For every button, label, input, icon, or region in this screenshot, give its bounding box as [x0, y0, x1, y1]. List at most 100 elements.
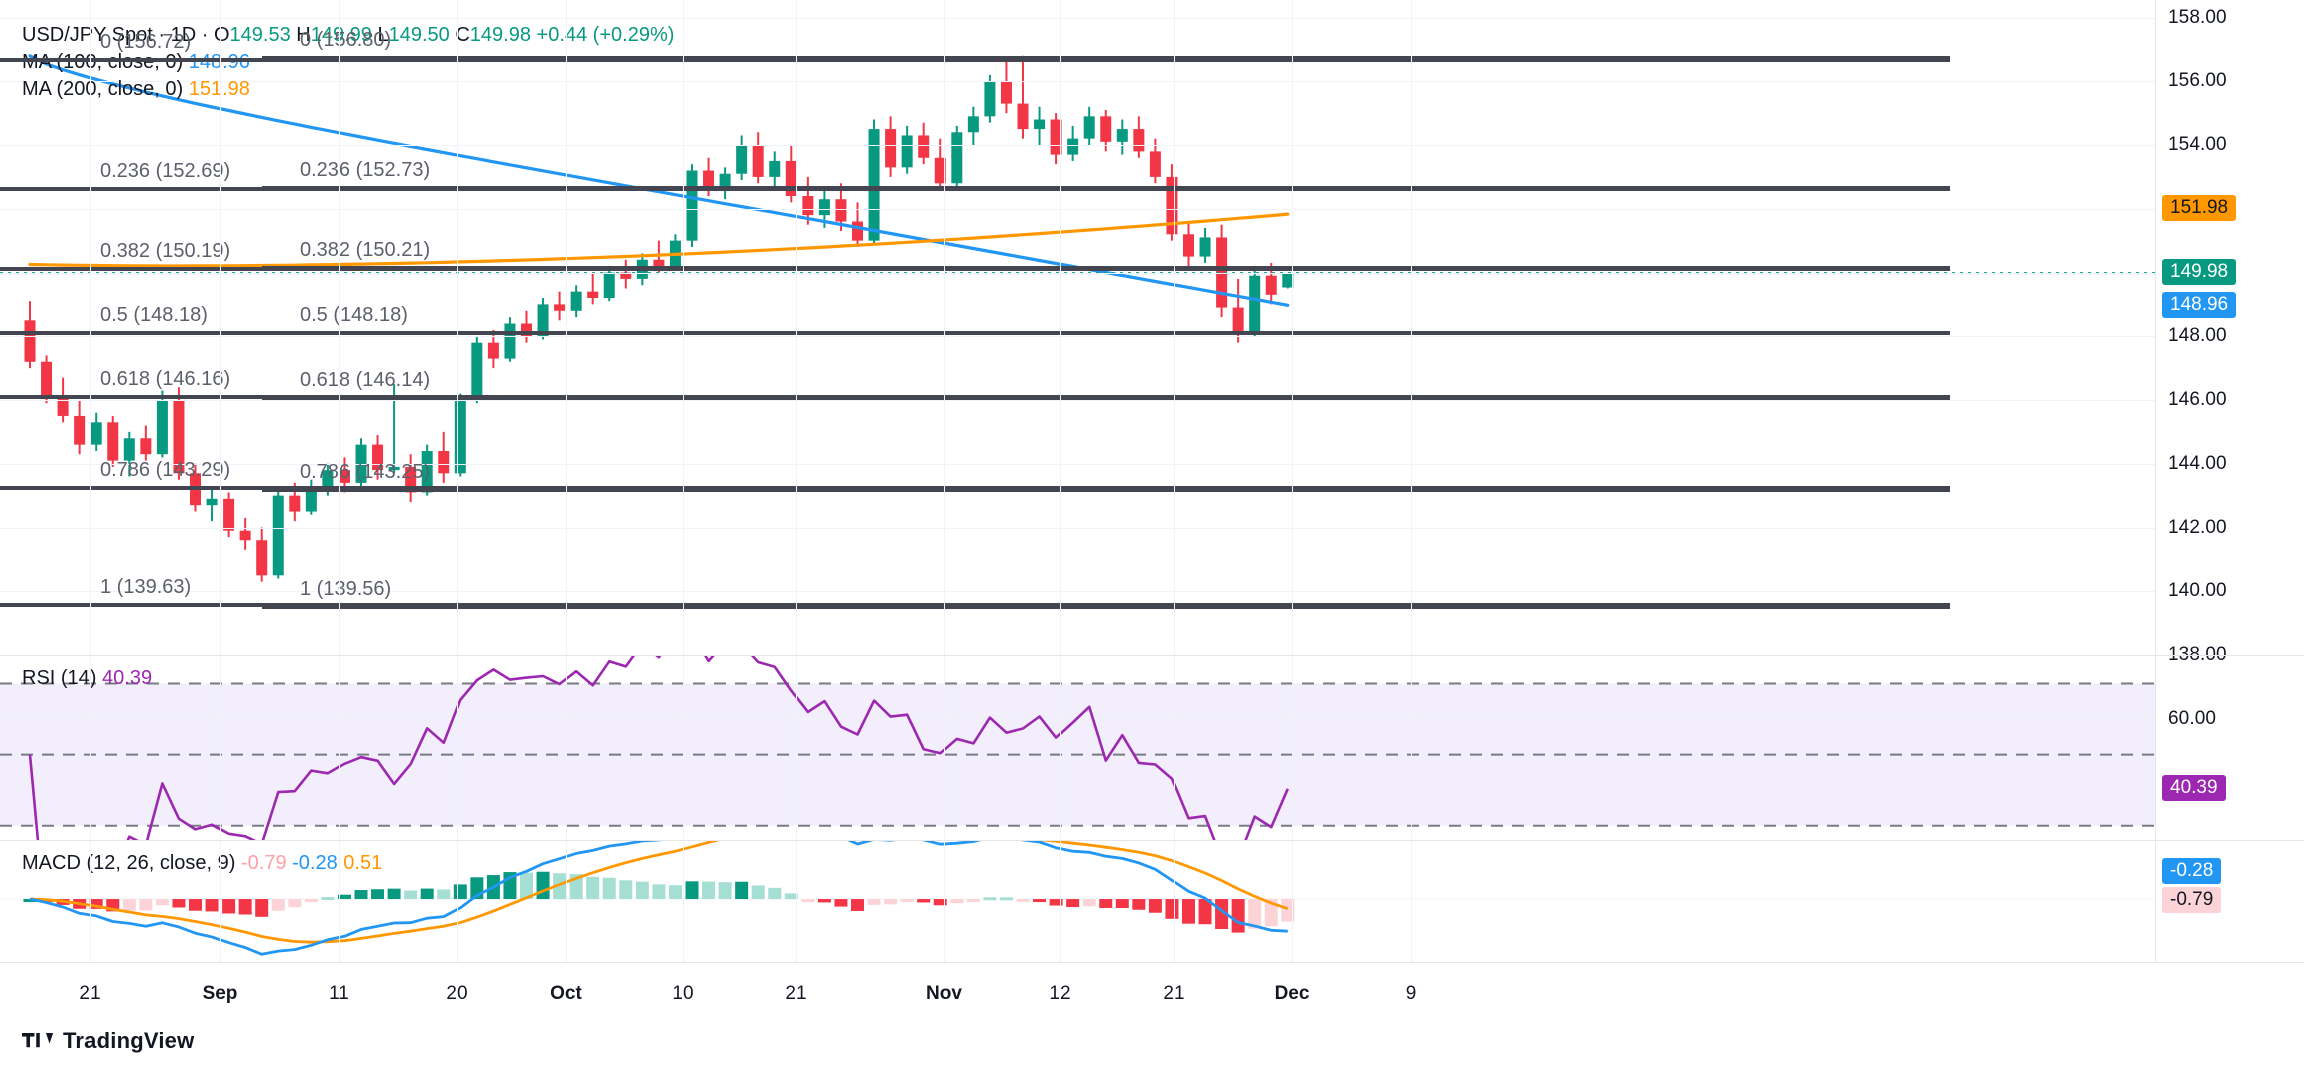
macd-legend[interactable]: MACD (12, 26, close, 9) -0.79 -0.28 0.51 — [22, 850, 382, 877]
fib-level-line[interactable] — [262, 487, 1950, 492]
fib-level-line[interactable] — [262, 265, 1950, 270]
pane-separator[interactable] — [0, 962, 2304, 963]
fib-level-line[interactable] — [262, 605, 1950, 610]
candle-body — [835, 199, 847, 222]
candle-body — [272, 495, 284, 576]
candle-body — [338, 470, 350, 483]
fib-level-line[interactable] — [262, 395, 1950, 400]
candle-body — [521, 323, 532, 337]
symbol-legend[interactable]: USD/JPY Spot · 1D · O149.53 H149.99 L149… — [22, 22, 674, 49]
macd-line — [29, 840, 1288, 956]
rsi-axis-tick: 60.00 — [2168, 708, 2217, 729]
fib-level-label: 0.382 (150.19) — [100, 239, 231, 262]
fib-level-label: 0 (156.72) — [100, 31, 192, 54]
macd-histogram-bar — [834, 899, 848, 907]
macd-histogram-bar — [371, 889, 385, 900]
candle-body — [934, 157, 946, 184]
price-axis-tick: 146.00 — [2168, 389, 2227, 410]
macd-histogram-bar — [966, 899, 980, 903]
time-axis-label: Oct — [550, 983, 582, 1004]
candle-body — [74, 415, 86, 445]
price-gridline — [0, 145, 2155, 146]
time-axis[interactable]: 21 Sep 11 20 Oct 10 21 Nov 12 21 Dec 9 — [0, 962, 2304, 1022]
macd-histogram-bar — [602, 877, 616, 900]
price-axis-tick: 138.00 — [2168, 644, 2227, 665]
macd-histogram-bar — [652, 884, 666, 900]
time-axis-label: 10 — [672, 983, 694, 1004]
macd-label: MACD (12, 26, close, 9) — [22, 852, 236, 874]
macd-histogram-bar — [189, 899, 202, 911]
price-axis-tick: 140.00 — [2168, 580, 2227, 602]
pane-separator[interactable] — [0, 840, 2304, 841]
tradingview-mark-icon — [22, 1033, 54, 1048]
macd-histogram-bar — [387, 888, 401, 900]
macd-histogram-bar — [404, 890, 418, 900]
price-axis[interactable]: 158.00156.00154.00152.00150.00148.00146.… — [2155, 0, 2304, 962]
macd-histogram-bar — [668, 885, 682, 900]
macd-histogram-bar — [1182, 899, 1195, 924]
candle-body — [123, 438, 135, 461]
macd-line-value: -0.28 — [292, 852, 338, 874]
macd-hist-badge[interactable]: -0.79 — [2162, 887, 2222, 913]
macd-line-badge[interactable]: -0.28 — [2162, 858, 2222, 884]
time-gridline — [1174, 0, 1175, 962]
macd-histogram-bar — [337, 894, 351, 900]
ohlc-open-label: O — [213, 24, 230, 46]
time-gridline — [1411, 0, 1412, 962]
macd-histogram-bar — [304, 899, 318, 903]
tradingview-wordmark: TradingView — [63, 1028, 195, 1053]
candle-body — [752, 145, 764, 177]
time-gridline — [1292, 0, 1293, 962]
rsi-value-badge[interactable]: 40.39 — [2162, 774, 2226, 801]
time-axis-label: 21 — [79, 983, 101, 1004]
symbol-ticker[interactable]: USD/JPY Spot — [22, 24, 153, 46]
fib-level-line[interactable] — [262, 330, 1950, 335]
price-gridline — [0, 463, 2155, 465]
macd-histogram-bar — [1132, 899, 1146, 910]
macd-histogram-bar — [735, 881, 749, 900]
last-price-badge[interactable]: 149.98 — [2162, 259, 2237, 286]
macd-histogram-bar — [619, 880, 633, 900]
candle-body — [256, 540, 268, 576]
fib-level-line[interactable] — [0, 603, 1950, 607]
macd-histogram-bar — [917, 899, 931, 903]
price-gridline — [0, 591, 2155, 593]
rsi-legend[interactable]: RSI (14) 40.39 — [22, 665, 152, 692]
ma200-line — [28, 212, 1290, 268]
macd-histogram-bar — [89, 899, 103, 909]
macd-histogram-bar — [288, 899, 302, 908]
macd-pane[interactable] — [0, 840, 2155, 962]
macd-histogram-bar — [255, 899, 269, 917]
candle-body — [785, 160, 797, 197]
candle-body — [603, 272, 615, 299]
macd-histogram-bar — [536, 871, 550, 900]
fib-level-line[interactable] — [0, 58, 1950, 63]
candle-body — [703, 170, 715, 187]
macd-histogram-bar — [900, 899, 914, 903]
fib-level-line[interactable] — [262, 185, 1950, 190]
rsi-series-svg — [0, 655, 2155, 840]
tradingview-logo[interactable]: TradingView — [22, 1028, 194, 1054]
price-pane[interactable] — [0, 0, 2155, 656]
ma100-badge[interactable]: 148.96 — [2162, 291, 2237, 318]
candle-body — [1249, 275, 1261, 334]
macd-histogram-bar — [867, 899, 881, 905]
time-gridline — [220, 0, 221, 962]
macd-histogram-bar — [685, 881, 699, 900]
macd-histogram-bar — [238, 899, 252, 915]
macd-histogram-bar — [933, 899, 947, 906]
rsi-pane[interactable] — [0, 655, 2155, 840]
fib-level-line[interactable] — [262, 55, 1950, 60]
candle-body — [1017, 103, 1029, 130]
price-change: +0.44 (+0.29%) — [536, 24, 675, 46]
macd-histogram-bar — [1082, 899, 1096, 907]
ma200-badge[interactable]: 151.98 — [2162, 195, 2237, 222]
fib-level-label: 0 (156.80) — [300, 28, 392, 51]
symbol-interval[interactable]: 1D — [170, 24, 197, 46]
ma200-legend[interactable]: MA (200, close, 0) 151.98 — [22, 76, 250, 103]
candle-body — [802, 196, 814, 216]
candle-body — [620, 272, 632, 279]
macd-histogram-bar — [321, 897, 335, 901]
macd-histogram-bar — [23, 899, 37, 903]
pane-separator[interactable] — [0, 655, 2304, 656]
